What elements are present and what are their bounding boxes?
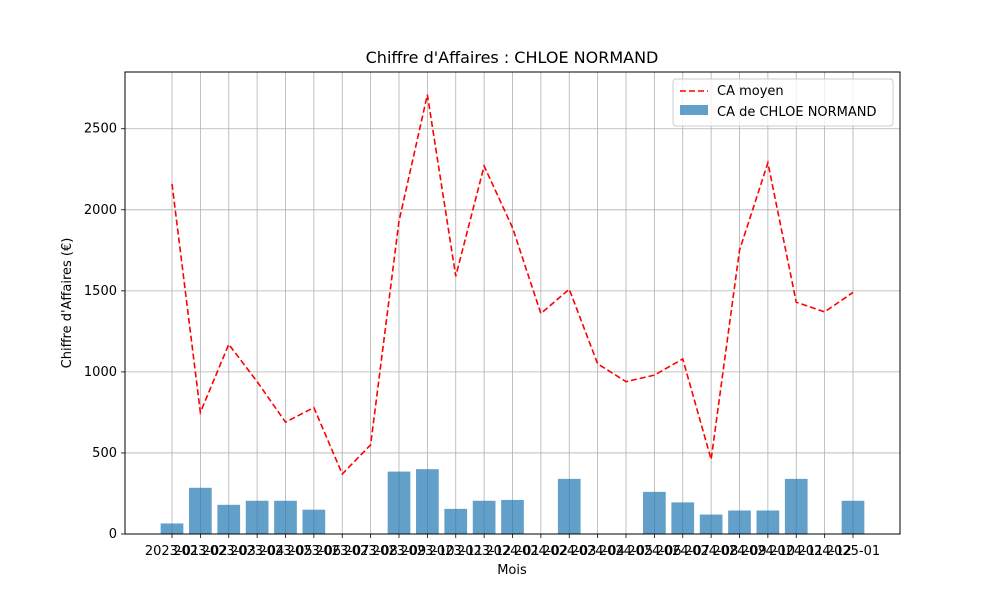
x-tick-label: 2024-10: [741, 544, 795, 559]
y-axis-label: Chiffre d'Affaires (€): [60, 238, 75, 369]
y-tick-label: 1000: [84, 365, 117, 380]
bar: [671, 502, 695, 534]
bar: [841, 500, 865, 534]
bar-series: [160, 469, 865, 534]
x-tick-label: 2024-08: [684, 544, 738, 559]
series-line-ca-moyen: [171, 94, 854, 476]
x-tick-label: 2024-05: [599, 544, 653, 559]
x-tick-label: 2023-02: [173, 544, 227, 559]
x-tick-label: 2023-03: [202, 544, 256, 559]
x-tick-label: 2023-11: [429, 544, 483, 559]
y-axis: 0 500 1000 1500 2000 2500: [84, 122, 125, 542]
bar: [444, 508, 468, 534]
x-tick-label: 2023-05: [258, 544, 312, 559]
x-tick-label: 2024-09: [712, 544, 766, 559]
bar: [643, 491, 666, 534]
bar: [416, 469, 439, 534]
x-tick-label: 2024-04: [570, 544, 624, 559]
x-axis: 2023-012023-022023-032023-042023-052023-…: [145, 534, 880, 559]
bar: [245, 500, 269, 534]
x-tick-label: 2023-04: [230, 544, 284, 559]
bar: [756, 510, 780, 534]
y-tick-label: 500: [92, 446, 117, 461]
bar: [189, 487, 212, 534]
x-tick-label: 2023-10: [400, 544, 454, 559]
x-tick-label: 2024-06: [627, 544, 681, 559]
bar: [274, 500, 297, 534]
x-tick-label: 2023-09: [372, 544, 426, 559]
bar: [699, 514, 723, 534]
x-tick-label: 2024-11: [769, 544, 823, 559]
x-tick-label: 2025-01: [826, 544, 880, 559]
chart-title: Chiffre d'Affaires : CHLOE NORMAND: [366, 48, 659, 67]
x-tick-label: 2024-01: [485, 544, 539, 559]
bar: [217, 504, 241, 534]
bar: [784, 478, 808, 534]
bar: [160, 523, 184, 534]
legend-label-ca-moyen: CA moyen: [717, 84, 784, 99]
x-tick-label: 2024-03: [542, 544, 596, 559]
y-tick-label: 0: [109, 527, 117, 542]
grid: [125, 72, 900, 535]
y-tick-label: 2000: [84, 203, 117, 218]
x-tick-label: 2023-12: [457, 544, 511, 559]
bar: [728, 510, 751, 534]
x-tick-label: 2023-06: [287, 544, 341, 559]
x-tick-label: 2024-07: [656, 544, 710, 559]
bar: [501, 499, 524, 534]
x-tick-label: 2023-07: [315, 544, 369, 559]
line-series: [171, 94, 854, 476]
bar: [557, 478, 581, 534]
x-tick-label: 2024-02: [514, 544, 568, 559]
x-tick-label: 2023-01: [145, 544, 199, 559]
y-tick-label: 2500: [84, 122, 117, 137]
legend-bar-swatch: [680, 105, 708, 115]
x-tick-label: 2023-08: [343, 544, 397, 559]
bar: [302, 509, 326, 534]
x-tick-label: 2024-12: [797, 544, 851, 559]
legend-label-ca-chloe: CA de CHLOE NORMAND: [717, 105, 877, 120]
y-tick-label: 1500: [84, 284, 117, 299]
legend: CA moyen CA de CHLOE NORMAND: [672, 78, 894, 127]
bar: [387, 471, 411, 534]
legend-box: [672, 78, 894, 127]
x-axis-label: Mois: [497, 563, 527, 578]
bar: [472, 500, 496, 534]
